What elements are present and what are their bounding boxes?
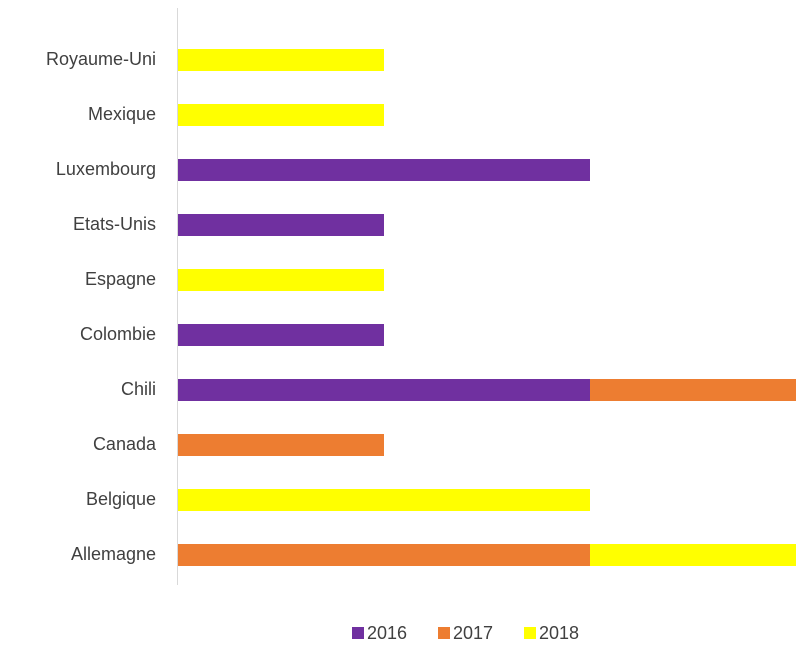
legend-label: 2016 bbox=[367, 623, 407, 643]
y-tick-label: Etats-Unis bbox=[73, 214, 156, 234]
bar-segment bbox=[590, 544, 796, 566]
y-tick-label: Espagne bbox=[85, 269, 156, 289]
bar-segment bbox=[178, 49, 384, 71]
y-tick-label: Royaume-Uni bbox=[46, 49, 156, 69]
bar-segment bbox=[178, 269, 384, 291]
bar-segment bbox=[178, 159, 590, 181]
y-tick-label: Belgique bbox=[86, 489, 156, 509]
legend-swatch bbox=[438, 627, 450, 639]
y-tick-label: Luxembourg bbox=[56, 159, 156, 179]
bar-segment bbox=[178, 214, 384, 236]
bar-segment bbox=[178, 104, 384, 126]
bar-segment bbox=[590, 379, 796, 401]
bar-segment bbox=[178, 544, 590, 566]
legend-swatch bbox=[524, 627, 536, 639]
bar-segment bbox=[178, 324, 384, 346]
legend-label: 2018 bbox=[539, 623, 579, 643]
bar-segment bbox=[178, 379, 590, 401]
bar-segment bbox=[178, 489, 590, 511]
y-tick-label: Allemagne bbox=[71, 544, 156, 564]
y-tick-label: Chili bbox=[121, 379, 156, 399]
y-tick-label: Canada bbox=[93, 434, 157, 454]
legend-swatch bbox=[352, 627, 364, 639]
legend-label: 2017 bbox=[453, 623, 493, 643]
y-tick-label: Colombie bbox=[80, 324, 156, 344]
y-tick-label: Mexique bbox=[88, 104, 156, 124]
bar-segment bbox=[178, 434, 384, 456]
